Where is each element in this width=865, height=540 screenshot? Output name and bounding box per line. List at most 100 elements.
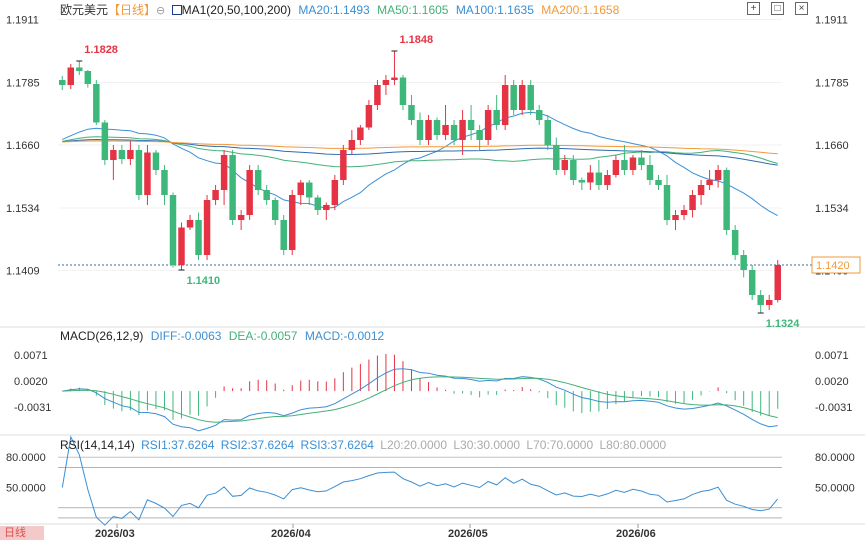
candle-body	[646, 165, 654, 180]
fullscreen-icon[interactable]: □	[771, 2, 784, 15]
price-tick-right: 1.1911	[815, 15, 848, 27]
candle-body	[118, 150, 126, 159]
candle-body	[663, 185, 671, 220]
low1-annotation: 1.1410	[187, 275, 221, 287]
candle-body	[672, 215, 679, 220]
expand-icon[interactable]: +	[747, 2, 760, 15]
candle-body	[510, 85, 517, 110]
candle-body	[442, 125, 449, 135]
rsi-line	[61, 435, 779, 526]
candle-body	[67, 67, 75, 85]
candle-body	[391, 77, 398, 80]
candle-body	[425, 120, 432, 140]
candle-body	[127, 150, 134, 159]
candle-body	[544, 120, 552, 145]
candle-body	[689, 195, 696, 210]
candle-body	[365, 105, 373, 128]
candle-body	[416, 120, 424, 140]
candle-body	[450, 125, 458, 140]
rsi-tick-right: 50.0000	[815, 483, 855, 495]
candle-body	[604, 175, 611, 185]
candle-body	[476, 130, 483, 140]
period-selector[interactable]: 【日线】	[108, 3, 157, 17]
candle-body	[76, 67, 83, 71]
rsi2-value: RSI2:37.6264	[220, 438, 295, 452]
candle-body	[655, 180, 662, 185]
candle-body	[587, 172, 594, 183]
candle-body	[484, 110, 492, 140]
candle-body	[621, 160, 628, 170]
candle-body	[84, 71, 92, 84]
rsi1-value: RSI1:37.6264	[141, 438, 215, 452]
macd-panel	[62, 354, 779, 432]
candle-body	[765, 300, 773, 305]
candle-body	[553, 145, 560, 170]
candle-body	[408, 105, 415, 120]
symbol-name: 欧元美元	[60, 3, 109, 17]
candle-body	[331, 180, 339, 205]
rsi-title: RSI(14,14,14)	[60, 438, 135, 452]
low2-annotation: 1.1324	[766, 318, 801, 330]
macd-diff-line	[62, 368, 778, 432]
price-tick-left: 1.1534	[6, 203, 40, 215]
candle-body	[348, 140, 356, 150]
candle-body	[288, 195, 296, 250]
candle-body	[306, 182, 313, 198]
candle-body	[595, 172, 603, 185]
close-icon[interactable]: ×	[795, 2, 808, 15]
candle-body	[612, 160, 620, 175]
ma20-value: MA20:1.1493	[298, 3, 370, 17]
candle-body	[433, 120, 441, 135]
candle-body	[399, 77, 407, 105]
candle-body	[382, 80, 390, 85]
macd-dea-value: DEA:-0.0057	[228, 329, 298, 343]
price-tick-left: 1.1409	[6, 266, 40, 278]
candle-body	[220, 155, 228, 190]
candle-body	[263, 190, 270, 200]
candle-body	[280, 220, 287, 250]
candle-body	[578, 180, 586, 183]
ma200-value: MA200:1.1658	[541, 3, 620, 17]
candle-body	[774, 265, 781, 300]
macd-tick-left: 0.0020	[14, 376, 48, 388]
last-price-label: 1.1420	[816, 260, 850, 272]
x-tick-label: 2026/04	[271, 528, 312, 540]
ma-title: MA1(20,50,100,200)	[181, 3, 291, 17]
chart-indicator-icon[interactable]	[171, 5, 182, 15]
high2-annotation: 1.1848	[399, 34, 433, 46]
price-tick-left: 1.1785	[6, 78, 40, 90]
candle-body	[501, 85, 509, 125]
period-watermark: 日线	[0, 526, 44, 540]
ma20-line	[62, 111, 778, 217]
macd-value: MACD:-0.0012	[304, 329, 385, 343]
candle-body	[518, 85, 526, 110]
settings-circle-icon[interactable]: ⊖	[156, 5, 166, 17]
candle-body	[731, 230, 739, 255]
candle-body	[493, 110, 500, 125]
price-tick-right: 1.1534	[815, 203, 849, 215]
candle-body	[135, 150, 143, 195]
candle-body	[374, 85, 381, 105]
candle-body	[297, 182, 304, 195]
macd-legend: MACD(26,12,9) DIFF:-0.0063 DEA:-0.0057 M…	[60, 329, 384, 343]
x-tick-label: 2026/06	[616, 528, 656, 540]
macd-tick-right: 0.0020	[815, 376, 849, 388]
x-tick-label: 2026/03	[95, 528, 135, 540]
candle-body	[169, 195, 177, 265]
candlestick-series	[59, 51, 781, 313]
candle-body	[110, 150, 117, 160]
candle-body	[714, 170, 722, 180]
rsi-tick-right: 80.0000	[815, 452, 855, 464]
candle-body	[314, 197, 322, 210]
candle-body	[527, 85, 534, 110]
candle-body	[467, 120, 475, 130]
candle-body	[144, 152, 151, 195]
candle-body	[237, 215, 245, 220]
rsi-legend: RSI(14,14,14) RSI1:37.6264 RSI2:37.6264 …	[60, 438, 666, 452]
rsi-l80: L80:80.0000	[599, 438, 667, 452]
rsi-l70: L70:70.0000	[526, 438, 594, 452]
candle-body	[536, 110, 543, 120]
macd-title: MACD(26,12,9)	[60, 329, 144, 343]
candle-body	[212, 190, 219, 200]
